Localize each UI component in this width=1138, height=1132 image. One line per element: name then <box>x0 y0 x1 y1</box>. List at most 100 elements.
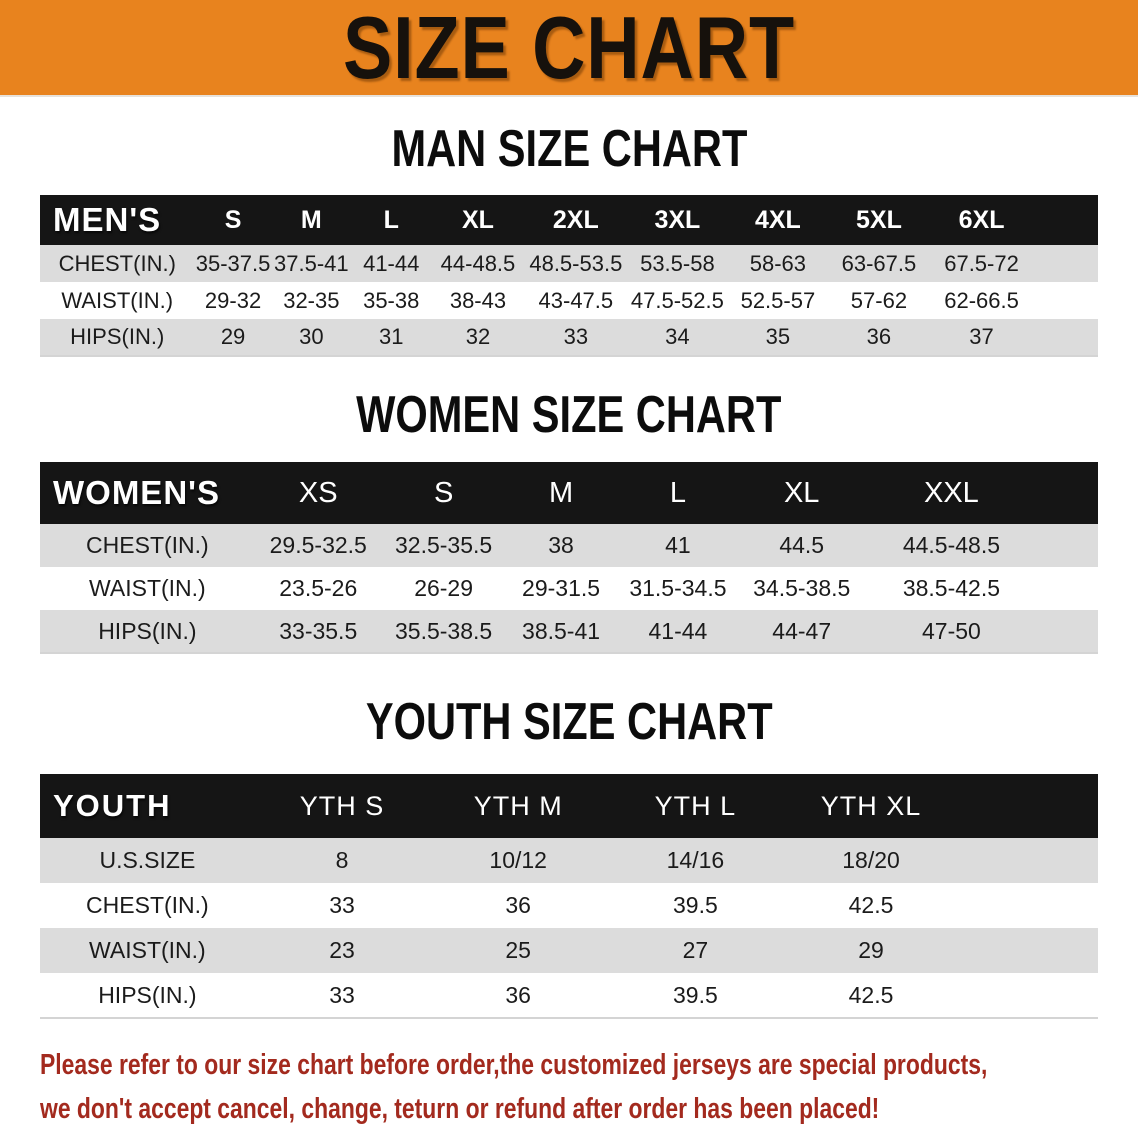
size-value: 36 <box>505 892 531 918</box>
row-label: CHEST(IN.) <box>86 892 209 918</box>
disclaimer: Please refer to our size chart before or… <box>40 1043 1138 1131</box>
women-section-heading: WOMEN SIZE CHART <box>40 389 1098 441</box>
column-header-yth-xl: YTH XL <box>783 774 959 838</box>
header-spacer <box>1038 462 1098 524</box>
size-value: 58-63 <box>749 250 807 276</box>
size-value: 57-62 <box>850 287 908 313</box>
size-value: 41 <box>665 532 691 558</box>
size-value: 43-47.5 <box>538 287 614 313</box>
table-header-row: MEN'S S M L XL 2XL 3XL 4XL 5XL 6XL <box>40 195 1098 245</box>
size-value: 48.5-53.5 <box>529 250 623 276</box>
size-value: 35-38 <box>363 287 420 313</box>
size-value: 10/12 <box>489 847 547 873</box>
size-value: 34 <box>665 324 690 349</box>
disclaimer-line-1: Please refer to our size chart before or… <box>40 1049 988 1081</box>
youth-size-table: YOUTH YTH S YTH M YTH L YTH XL U.S.SIZE 8 10/12… <box>40 774 1098 1019</box>
size-value: 37 <box>969 324 994 349</box>
size-value: 32-35 <box>283 287 340 313</box>
row-label: HIPS(IN.) <box>70 324 165 349</box>
youth-section-heading-text: YOUTH SIZE CHART <box>365 693 773 751</box>
mens-size-table: MEN'S S M L XL 2XL 3XL 4XL 5XL 6XL CHEST(IN.) 35-37… <box>40 195 1098 357</box>
measurement-row: CHEST(IN.) 33 36 39.5 42.5 <box>40 883 1098 928</box>
row-label: U.S.SIZE <box>99 847 196 873</box>
size-value: 44.5 <box>779 532 825 558</box>
table-group-label: MEN'S <box>40 195 195 245</box>
size-value: 35.5-38.5 <box>395 617 493 644</box>
column-header-6xl: 6XL <box>929 195 1034 245</box>
column-header-xs: XS <box>254 462 382 524</box>
youth-section-heading: YOUTH SIZE CHART <box>40 696 1098 748</box>
size-value: 39.5 <box>673 981 718 1008</box>
size-value: 32.5-35.5 <box>395 532 493 558</box>
column-header-s: S <box>381 462 506 524</box>
table-group-label: WOMEN'S <box>40 462 255 524</box>
size-value: 29-32 <box>204 287 262 313</box>
size-value: 42.5 <box>848 892 894 918</box>
size-value: 8 <box>335 847 349 873</box>
size-value: 33 <box>329 981 355 1008</box>
row-label: CHEST(IN.) <box>58 250 176 276</box>
size-value: 29-31.5 <box>522 575 601 601</box>
measurement-row: WAIST(IN.) 23 25 27 29 <box>40 928 1098 973</box>
row-label: CHEST(IN.) <box>86 532 209 558</box>
row-spacer <box>1033 319 1098 356</box>
size-value: 38 <box>548 532 574 558</box>
size-value: 33 <box>563 324 589 349</box>
header-spacer <box>958 774 1098 838</box>
column-header-3xl: 3XL <box>627 195 728 245</box>
size-value: 52.5-57 <box>740 287 816 313</box>
row-spacer <box>1033 245 1098 282</box>
size-value: 47-50 <box>922 617 981 644</box>
column-header-m: M <box>505 462 617 524</box>
size-value: 37.5-41 <box>274 250 349 276</box>
row-spacer <box>1033 282 1098 319</box>
size-value: 35 <box>765 324 791 349</box>
size-value: 14/16 <box>666 847 725 873</box>
women-size-chart-section: WOMEN SIZE CHART WOMEN'S XS S M L XL XXL CHEST(… <box>0 389 1138 654</box>
man-section-heading: MAN SIZE CHART <box>40 123 1098 175</box>
size-value: 29 <box>220 324 246 349</box>
women-section-heading-text: WOMEN SIZE CHART <box>356 386 782 444</box>
size-value: 63-67.5 <box>841 250 917 276</box>
size-value: 38.5-42.5 <box>902 575 1001 601</box>
size-value: 38-43 <box>449 287 507 313</box>
size-value: 53.5-58 <box>640 250 715 276</box>
column-header-yth-m: YTH M <box>429 774 608 838</box>
row-label: WAIST(IN.) <box>61 287 174 313</box>
measurement-row: HIPS(IN.) 33 36 39.5 42.5 <box>40 973 1098 1018</box>
column-header-5xl: 5XL <box>828 195 930 245</box>
size-value: 31 <box>378 324 404 349</box>
size-value: 41-44 <box>363 250 420 276</box>
man-size-chart-section: MAN SIZE CHART MEN'S S M L XL 2XL 3XL 4XL 5XL 6XL… <box>0 123 1138 357</box>
row-label: WAIST(IN.) <box>89 575 206 601</box>
size-value: 44.5-48.5 <box>902 532 1001 558</box>
table-group-label: YOUTH <box>40 774 255 838</box>
size-value: 42.5 <box>848 981 894 1008</box>
youth-size-chart-section: YOUTH SIZE CHART YOUTH YTH S YTH M YTH L YTH… <box>0 696 1138 1019</box>
table-header-row: WOMEN'S XS S M L XL XXL <box>40 462 1098 524</box>
measurement-row: U.S.SIZE 8 10/12 14/16 18/20 <box>40 838 1098 883</box>
disclaimer-line-2: we don't accept cancel, change, teturn o… <box>40 1093 880 1125</box>
measurement-row: CHEST(IN.) 29.5-32.5 32.5-35.5 38 41 44.5 44.5… <box>40 524 1098 567</box>
column-header-yth-s: YTH S <box>254 774 430 838</box>
column-header-2xl: 2XL <box>524 195 628 245</box>
size-value: 33 <box>329 892 355 918</box>
womens-size-table: WOMEN'S XS S M L XL XXL CHEST(IN.) 29.5-32.5 32.5… <box>40 462 1098 654</box>
column-header-l: L <box>616 462 740 524</box>
size-value: 39.5 <box>673 892 718 918</box>
banner-title: SIZE CHART <box>343 0 795 97</box>
row-spacer <box>958 928 1098 973</box>
table-header-row: YOUTH YTH S YTH M YTH L YTH XL <box>40 774 1098 838</box>
measurement-row: HIPS(IN.) 33-35.5 35.5-38.5 38.5-41 41-44 44-… <box>40 610 1098 653</box>
row-spacer <box>958 838 1098 883</box>
measurement-row: WAIST(IN.) 29-32 32-35 35-38 38-43 43-47.5 47.… <box>40 282 1098 319</box>
measurement-row: HIPS(IN.) 29 30 31 32 33 34 35 36 37 <box>40 319 1098 356</box>
row-spacer <box>958 883 1098 928</box>
size-value: 33-35.5 <box>279 617 358 644</box>
size-value: 36 <box>505 981 531 1008</box>
row-spacer <box>958 973 1098 1018</box>
size-value: 47.5-52.5 <box>630 287 724 313</box>
row-spacer <box>1039 567 1098 610</box>
size-value: 32 <box>465 324 491 349</box>
size-value: 38.5-41 <box>522 617 601 644</box>
